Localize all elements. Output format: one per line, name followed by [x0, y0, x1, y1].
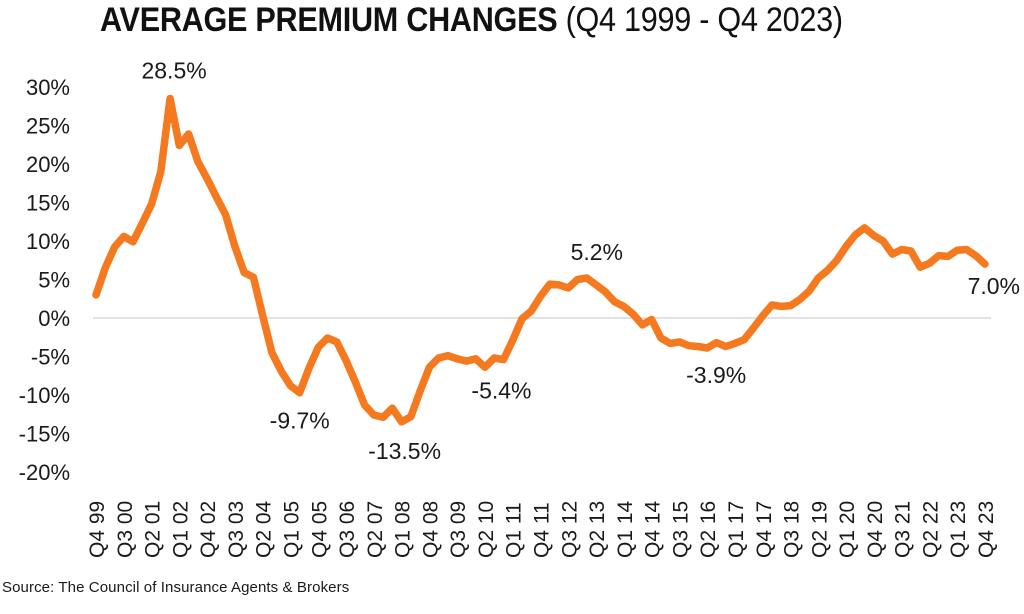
x-axis-label: Q2 04 — [253, 500, 276, 558]
title-date-range: (Q4 1999 - Q4 2023) — [557, 1, 844, 39]
title-main: AVERAGE PREMIUM CHANGES — [100, 1, 558, 39]
data-point-label: -13.5% — [368, 438, 441, 464]
x-axis-label: Q4 14 — [642, 500, 665, 558]
x-axis-label: Q4 11 — [531, 502, 554, 558]
x-axis-label: Q1 11 — [503, 502, 526, 558]
y-axis-label: -10% — [19, 383, 70, 408]
y-axis-label: 0% — [38, 306, 70, 331]
y-axis-label: 10% — [26, 229, 70, 254]
x-axis-label: Q2 22 — [919, 501, 942, 558]
x-axis-label: Q3 21 — [892, 501, 915, 558]
y-axis-label: 30% — [26, 75, 70, 100]
x-axis-label: Q4 08 — [419, 501, 442, 558]
x-axis-label: Q1 17 — [725, 501, 748, 558]
x-axis-label: Q3 15 — [669, 501, 692, 558]
x-axis-label: Q2 16 — [697, 501, 720, 558]
x-axis-label: Q3 03 — [225, 501, 248, 558]
x-axis-label: Q1 05 — [280, 501, 303, 558]
y-axis-label: -5% — [31, 345, 70, 370]
x-axis-label: Q3 12 — [558, 501, 581, 558]
data-point-label: -5.4% — [471, 378, 531, 404]
x-axis-label: Q1 08 — [392, 501, 415, 558]
data-point-label: -3.9% — [686, 362, 746, 388]
x-axis-label: Q1 23 — [947, 501, 970, 558]
x-axis-label: Q3 00 — [114, 501, 137, 558]
x-axis-label: Q2 19 — [808, 501, 831, 558]
y-axis-label: 20% — [26, 152, 70, 177]
x-axis-label: Q3 09 — [447, 501, 470, 558]
y-axis-label: 5% — [38, 268, 70, 293]
x-axis-label: Q3 18 — [781, 501, 804, 558]
data-point-label: -9.7% — [270, 408, 330, 434]
y-axis-label: -20% — [19, 460, 70, 485]
x-axis-label: Q2 13 — [586, 501, 609, 558]
x-axis-label: Q3 06 — [336, 501, 359, 558]
x-axis-label: Q2 10 — [475, 501, 498, 558]
x-axis-label: Q4 05 — [308, 501, 331, 558]
x-axis-label: Q1 20 — [836, 501, 859, 558]
premium-change-line — [92, 94, 989, 426]
x-axis-label: Q4 20 — [864, 501, 887, 558]
x-axis-label: Q1 02 — [169, 501, 192, 558]
source-text: Source: The Council of Insurance Agents … — [2, 579, 350, 596]
data-point-label: 5.2% — [571, 239, 623, 265]
x-axis-label: Q1 14 — [614, 500, 637, 558]
y-axis-label: -15% — [19, 422, 70, 447]
x-axis-label: Q4 17 — [753, 501, 776, 558]
data-point-label: 28.5% — [141, 58, 206, 84]
x-axis-label: Q4 02 — [197, 501, 220, 558]
page-title: AVERAGE PREMIUM CHANGES (Q4 1999 - Q4 20… — [100, 0, 843, 40]
x-axis-label: Q2 01 — [142, 501, 165, 558]
x-axis-label: Q4 99 — [86, 501, 109, 558]
x-axis-label: Q4 23 — [975, 501, 998, 558]
y-axis-label: 25% — [26, 114, 70, 139]
x-axis-label: Q2 07 — [364, 501, 387, 558]
y-axis-label: 15% — [26, 191, 70, 216]
data-point-label: 7.0% — [968, 273, 1020, 299]
